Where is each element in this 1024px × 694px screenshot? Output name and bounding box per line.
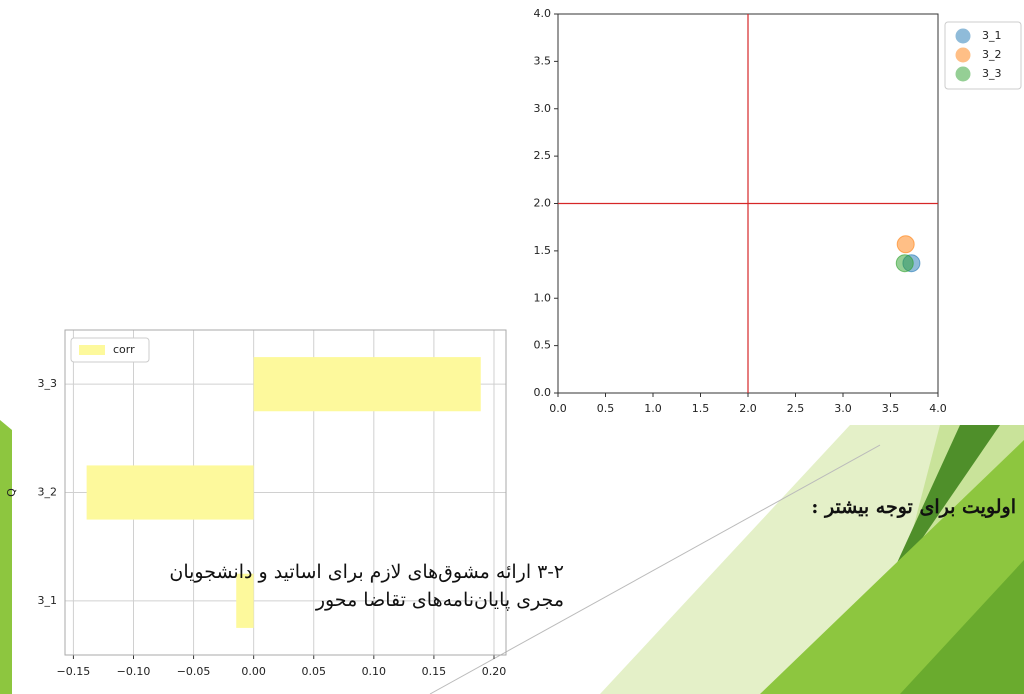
y-tick-label: 4.0 (534, 7, 552, 20)
y-tick-label: 0.5 (534, 339, 552, 352)
legend-marker (955, 47, 971, 63)
bar (86, 465, 254, 520)
y-tick-label: 1.0 (534, 291, 552, 304)
point (895, 254, 914, 273)
y-tick-label: 3_1 (38, 594, 58, 607)
x-tick-label: 2.0 (739, 402, 757, 415)
x-tick-label: −0.15 (57, 665, 91, 678)
y-axis-label: Q (5, 488, 18, 497)
x-tick-label: 1.5 (692, 402, 710, 415)
x-tick-label: 1.0 (644, 402, 662, 415)
x-tick-label: 0.00 (241, 665, 266, 678)
x-tick-label: 4.0 (929, 402, 947, 415)
body-line: ۳-۲ ارائه مشوق‌های لازم برای اساتید و دا… (169, 561, 564, 583)
y-tick-label: 3.5 (534, 54, 552, 67)
legend-label: 3_3 (982, 67, 1002, 80)
x-tick-label: 0.10 (362, 665, 387, 678)
y-tick-label: 2.5 (534, 149, 552, 162)
body: ۳-۲ ارائه مشوق‌های لازم برای اساتید و دا… (84, 558, 564, 614)
x-tick-label: 2.5 (787, 402, 805, 415)
x-tick-label: −0.10 (117, 665, 151, 678)
legend-label: 3_2 (982, 48, 1002, 61)
x-tick-label: 0.05 (301, 665, 326, 678)
y-tick-label: 3.0 (534, 102, 552, 115)
legend-label: corr (113, 343, 135, 356)
x-tick-label: 0.15 (422, 665, 447, 678)
legend-label: 3_1 (982, 29, 1002, 42)
legend-marker (955, 66, 971, 82)
x-tick-label: −0.05 (177, 665, 211, 678)
y-tick-label: 2.0 (534, 197, 552, 210)
plot-frame (64, 329, 507, 656)
legend-swatch (79, 345, 105, 355)
bar (236, 573, 254, 628)
heading: اولویت برای توجه بیشتر : (811, 496, 1016, 518)
y-tick-label: 0.0 (534, 386, 552, 399)
x-tick-label: 3.0 (834, 402, 852, 415)
legend-marker (955, 28, 971, 44)
x-tick-label: 0.0 (549, 402, 567, 415)
x-tick-label: 0.20 (482, 665, 507, 678)
decoration (0, 420, 1024, 694)
x-tick-label: 3.5 (882, 402, 900, 415)
y-tick-label: 3_3 (38, 377, 58, 390)
point (896, 235, 915, 254)
y-tick-label: 1.5 (534, 244, 552, 257)
legend-box (70, 337, 150, 363)
body-line: مجری پایان‌نامه‌های تقاضا محور (315, 589, 564, 611)
y-tick-label: 3_2 (38, 486, 58, 499)
x-tick-label: 0.5 (597, 402, 615, 415)
bar (253, 357, 481, 412)
